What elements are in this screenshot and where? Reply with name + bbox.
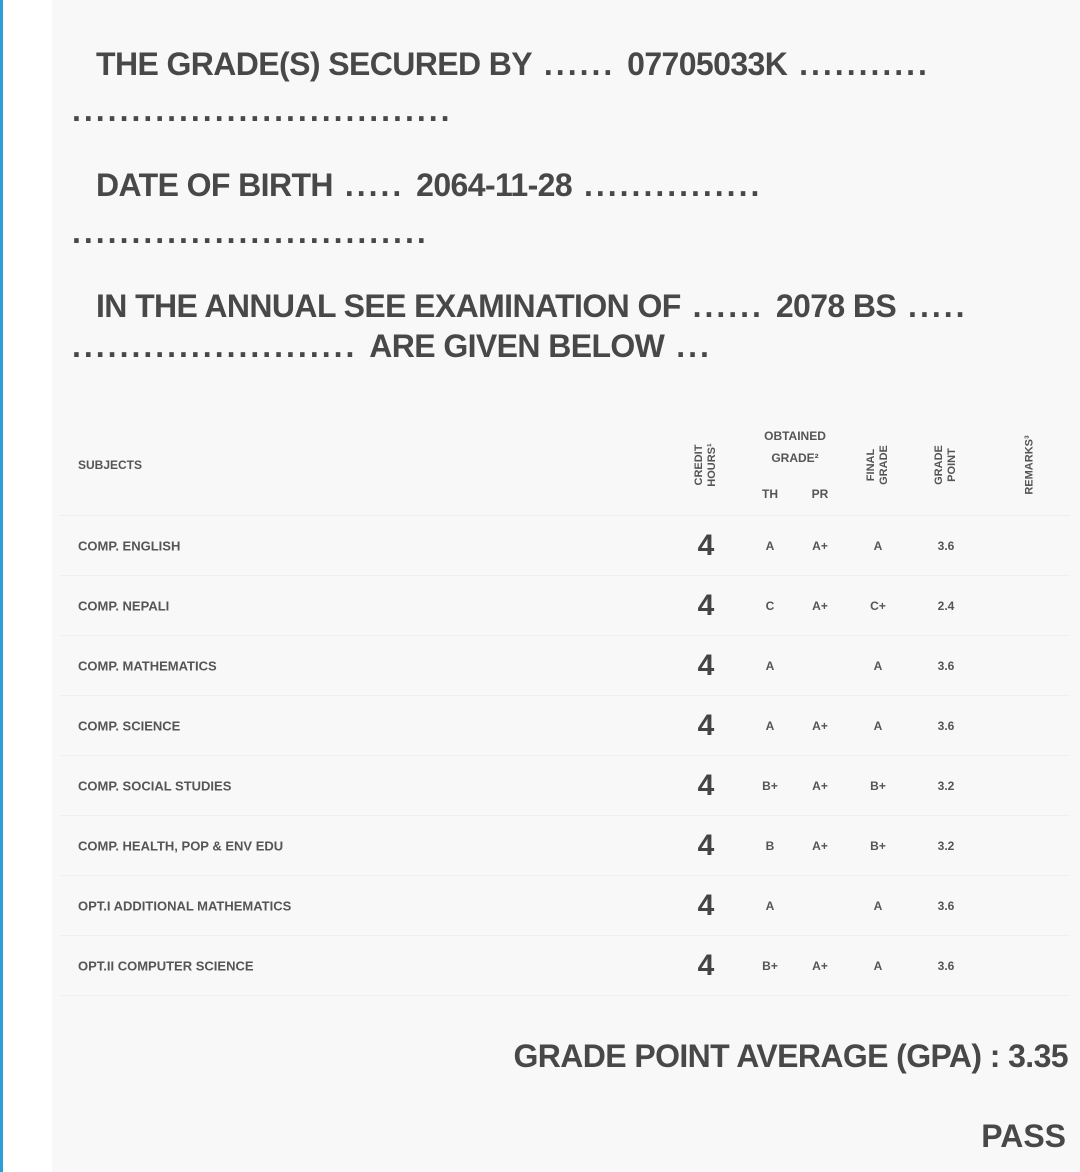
credit-hours: 4 (697, 648, 715, 682)
exam-line: IN THE ANNUAL SEE EXAMINATION OF ...... … (96, 288, 968, 324)
th-grade: B (765, 838, 775, 853)
grade-point: 3.6 (937, 958, 955, 973)
final-grade-header: FINAL GRADE (865, 445, 890, 485)
table-row: OPT.I ADDITIONAL MATHEMATICS 4 A A 3.6 (60, 876, 1070, 936)
grade-point: 2.4 (937, 598, 955, 613)
final-grade: C+ (870, 598, 886, 613)
credit-hours: 4 (697, 888, 715, 922)
table-header: SUBJECTS CREDIT HOURS¹ OBTAINED GRADE² T… (60, 415, 1070, 516)
grade-point: 3.2 (937, 838, 955, 853)
pr-grade: A+ (812, 718, 828, 733)
final-grade: B+ (870, 838, 886, 853)
th-grade: A (765, 658, 775, 673)
table-row: OPT.II COMPUTER SCIENCE 4 B+ A+ A 3.6 (60, 936, 1070, 996)
subject-name: COMP. MATHEMATICS (78, 658, 217, 673)
credit-hours: 4 (697, 528, 715, 562)
subject-name: COMP. NEPALI (78, 598, 170, 613)
date-of-birth: 2064-11-28 (416, 167, 573, 203)
final-grade: A (873, 958, 883, 973)
table-row: COMP. SOCIAL STUDIES 4 B+ A+ B+ 3.2 (60, 756, 1070, 816)
credit-hours: 4 (697, 828, 715, 862)
gpa-value: 3.35 (1008, 1038, 1068, 1074)
subjects-header: SUBJECTS (78, 458, 143, 472)
result: PASS (981, 1118, 1066, 1154)
given-below: ARE GIVEN BELOW (369, 328, 665, 364)
subject-name: COMP. ENGLISH (78, 538, 181, 553)
subject-name: COMP. HEALTH, POP & ENV EDU (78, 838, 284, 853)
pr-grade: A+ (812, 538, 828, 553)
grade-point-header: GRADE POINT (933, 445, 958, 485)
pr-grade: A+ (812, 838, 828, 853)
credit-hours: 4 (697, 768, 715, 802)
final-grade: A (873, 538, 883, 553)
secured-by-line: THE GRADE(S) SECURED BY ...... 07705033K… (96, 46, 930, 82)
final-grade: A (873, 658, 883, 673)
table-row: COMP. HEALTH, POP & ENV EDU 4 B A+ B+ 3.… (60, 816, 1070, 876)
pr-grade: A+ (812, 778, 828, 793)
th-grade: A (765, 898, 775, 913)
credit-hours: 4 (697, 588, 715, 622)
credit-hours: 4 (697, 708, 715, 742)
grade-point: 3.6 (937, 538, 955, 553)
th-header: TH (762, 487, 778, 501)
subject-name: OPT.I ADDITIONAL MATHEMATICS (78, 898, 292, 913)
th-grade: B+ (762, 778, 778, 793)
subject-name: COMP. SCIENCE (78, 718, 181, 733)
credit-hours: 4 (697, 948, 715, 982)
th-grade: A (765, 538, 775, 553)
credit-hours-header: CREDIT HOURS¹ (693, 443, 718, 487)
final-grade: A (873, 898, 883, 913)
subject-name: OPT.II COMPUTER SCIENCE (78, 958, 254, 973)
table-row: COMP. MATHEMATICS 4 A A 3.6 (60, 636, 1070, 696)
th-grade: B+ (762, 958, 778, 973)
grades-table: SUBJECTS CREDIT HOURS¹ OBTAINED GRADE² T… (60, 415, 1070, 996)
table-row: COMP. SCIENCE 4 A A+ A 3.6 (60, 696, 1070, 756)
th-grade: C (765, 598, 775, 613)
grade-point: 3.6 (937, 718, 955, 733)
subject-name: COMP. SOCIAL STUDIES (78, 778, 232, 793)
final-grade: B+ (870, 778, 886, 793)
table-row: COMP. ENGLISH 4 A A+ A 3.6 (60, 516, 1070, 576)
obtained-grade-header: OBTAINED GRADE² (764, 429, 826, 465)
pr-header: PR (811, 487, 829, 501)
pr-grade: A+ (812, 958, 828, 973)
grade-point: 3.6 (937, 658, 955, 673)
remarks-header: REMARKS³ (1023, 435, 1036, 495)
marksheet-panel (52, 0, 1080, 1172)
exam-year: 2078 BS (775, 288, 897, 324)
left-border (0, 0, 3, 1172)
table-row: COMP. NEPALI 4 C A+ C+ 2.4 (60, 576, 1070, 636)
final-grade: A (873, 718, 883, 733)
th-grade: A (765, 718, 775, 733)
grade-point: 3.6 (937, 898, 955, 913)
dob-line: DATE OF BIRTH ..... 2064-11-28 .........… (96, 167, 763, 203)
gpa-line: GRADE POINT AVERAGE (GPA) : 3.35 (513, 1038, 1068, 1074)
grade-point: 3.2 (937, 778, 955, 793)
symbol-number: 07705033K (627, 46, 788, 82)
pr-grade: A+ (812, 598, 828, 613)
